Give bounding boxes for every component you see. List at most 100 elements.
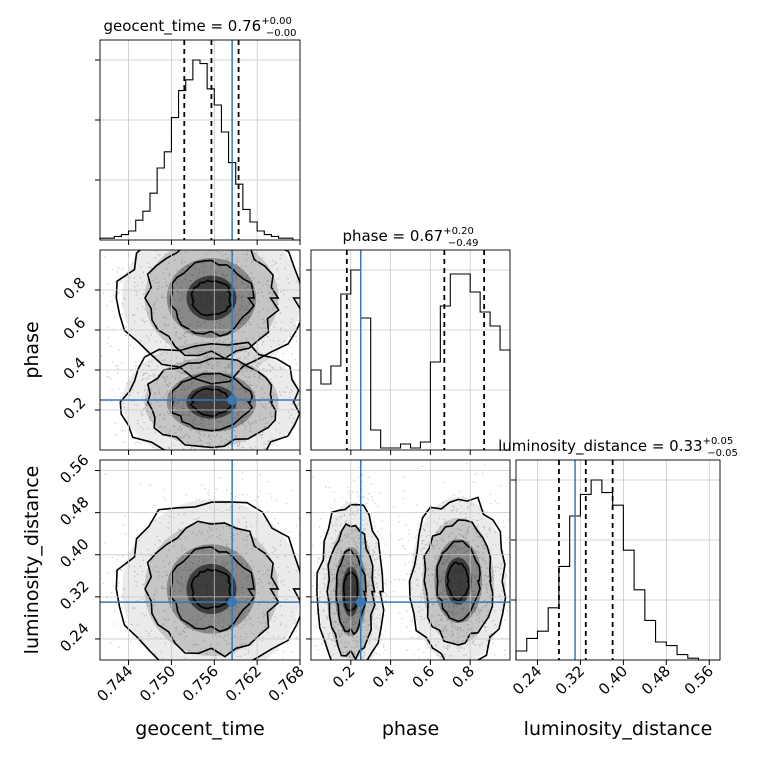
hist-phase-bar-17 xyxy=(480,312,490,450)
scatter-geocent_time-phase-density-group xyxy=(100,250,300,450)
hist-geocent_time-bar-14 xyxy=(200,64,207,240)
hist-luminosity_distance-bar-0 xyxy=(516,651,527,660)
axis-luminosity_distance-xticklabel-4: 0.56 xyxy=(681,662,717,698)
hist-geocent_time-bar-6 xyxy=(143,211,150,240)
hist-luminosity_distance-bar-3 xyxy=(548,608,559,660)
axis-luminosity_distance-y-yticklabel-4: 0.56 xyxy=(56,451,92,487)
hist-geocent_time-bar-21 xyxy=(250,222,257,240)
xlabel-luminosity_distance: luminosity_distance xyxy=(524,718,713,740)
axis-geocent_time-xticklabel-3: 0.762 xyxy=(222,662,265,705)
ylabel-phase: phase xyxy=(21,321,43,378)
axis-phase-y-yticklabel-2: 0.6 xyxy=(60,314,90,344)
scatter-phase-luminosity_distance-blob-0 xyxy=(311,467,408,660)
density-layer xyxy=(100,250,510,660)
scatter-phase-luminosity_distance-blob0-contour-3 xyxy=(342,570,359,613)
scatter-geocent_time-phase-blob1-contour-0 xyxy=(119,341,300,450)
axis-luminosity_distance-y-yticklabel-2: 0.40 xyxy=(56,535,92,571)
hist-geocent_time-frame xyxy=(99,39,301,241)
hist-geocent_time-bar-10 xyxy=(171,118,178,240)
axis-luminosity_distance-xticklabel-2: 0.40 xyxy=(595,662,631,698)
hist-phase-bar-9 xyxy=(401,444,411,450)
scatter-phase-luminosity_distance-blob0-contour-2 xyxy=(335,548,367,636)
scatter-geocent_time-phase-blob0-contour-1 xyxy=(144,250,280,360)
hist-phase-bar-14 xyxy=(450,274,460,450)
hist-luminosity_distance-bar-2 xyxy=(537,631,548,660)
scatter-geocent_time-phase-blob0-contour-3 xyxy=(190,279,232,317)
hist-luminosity_distance-bar-9 xyxy=(613,505,624,660)
hist-phase-bar-12 xyxy=(430,362,440,450)
plot-layer: geocent_time = 0.76+0.00 −0.00 phase = 0.6… xyxy=(21,16,738,740)
hist-phase-title: phase = 0.67+0.20 −0.49 xyxy=(342,226,478,249)
hist-geocent_time-bar-20 xyxy=(243,209,250,240)
hist-luminosity_distance-bar-4 xyxy=(559,566,570,660)
scatter-geocent_time-phase-blob1-density-3 xyxy=(186,385,237,419)
hist-geocent_time-bar-12 xyxy=(186,80,193,240)
hist-phase-steps xyxy=(310,269,511,450)
hist-geocent_time-bar-22 xyxy=(257,231,264,240)
hist-geocent_time-bar-23 xyxy=(264,235,271,240)
hist-geocent_time-bar-16 xyxy=(214,105,221,240)
hist-phase-bar-3 xyxy=(341,294,351,450)
scatter-phase-luminosity_distance-blob1-contour-3 xyxy=(446,561,470,602)
hist-geocent_time-bar-5 xyxy=(136,220,143,240)
scatter-phase-luminosity_distance-blob-1 xyxy=(361,460,510,660)
hist-luminosity_distance-bar-14 xyxy=(666,646,677,660)
hist-geocent_time-bar-8 xyxy=(157,168,164,240)
scatter-geocent_time-luminosity_distance-blob0-contour-1 xyxy=(144,520,280,658)
hist-phase-bar-1 xyxy=(321,384,331,450)
scatter-geocent_time-phase-blob-1 xyxy=(100,297,300,450)
axis-phase-xticklabel-1: 0.4 xyxy=(369,662,399,692)
hist-luminosity_distance-bar-1 xyxy=(527,638,538,660)
axis-phase-y-yticklabel-0: 0.2 xyxy=(60,394,90,424)
axis-phase-xticklabel-3: 0.8 xyxy=(448,662,478,692)
scatter-phase-luminosity_distance-blob1-contour-1 xyxy=(423,519,494,646)
hist-geocent_time-bar-9 xyxy=(164,152,171,240)
hist-luminosity_distance-bar-12 xyxy=(645,620,656,660)
axis-luminosity_distance-y-yticklabel-3: 0.48 xyxy=(56,493,92,529)
scatter-geocent_time-luminosity_distance-blob0-contour-0 xyxy=(115,501,300,660)
scatter-geocent_time-phase-blob0-density-3 xyxy=(186,275,237,321)
hist-luminosity_distance-bar-13 xyxy=(656,642,667,660)
axis-phase-y-yticklabel-1: 0.4 xyxy=(60,354,90,384)
axis-luminosity_distance-y-yticklabel-1: 0.32 xyxy=(56,577,92,613)
hist-geocent_time-bar-17 xyxy=(221,132,228,240)
xlabel-geocent_time: geocent_time xyxy=(135,718,264,740)
hist-phase-bar-16 xyxy=(470,292,480,450)
scatter-geocent_time-luminosity_distance-blob0-contour-3 xyxy=(190,568,232,610)
hist-phase-bar-6 xyxy=(371,430,381,450)
axis-phase-xticklabel-2: 0.6 xyxy=(409,662,439,692)
scatter-phase-luminosity_distance-blob1-contour-2 xyxy=(436,540,481,623)
ylabel-luminosity_distance: luminosity_distance xyxy=(21,466,43,655)
hist-geocent_time-bar-13 xyxy=(193,60,200,240)
scatter-geocent_time-phase-truth-point xyxy=(227,395,238,405)
scatter-geocent_time-phase-frame xyxy=(99,249,301,451)
hist-geocent_time-bar-15 xyxy=(207,89,214,240)
scatter-geocent_time-luminosity_distance-blob-0 xyxy=(102,464,300,660)
hist-geocent_time-steps xyxy=(99,59,300,241)
hist-geocent_time-bar-7 xyxy=(150,193,157,240)
hist-phase-bar-15 xyxy=(460,274,470,450)
hist-phase-bar-19 xyxy=(500,350,510,450)
hist-luminosity_distance-bar-7 xyxy=(591,480,602,660)
axis-phase-y-yticklabel-3: 0.8 xyxy=(60,274,90,304)
scatter-geocent_time-luminosity_distance-density-group xyxy=(102,464,300,660)
hist-luminosity_distance-frame xyxy=(515,459,721,661)
axis-geocent_time-xticklabel-1: 0.750 xyxy=(136,662,179,705)
scatter-phase-luminosity_distance-truth-point xyxy=(355,597,366,608)
hist-geocent_time-bar-4 xyxy=(129,231,136,240)
scatter-geocent_time-luminosity_distance-truth-point xyxy=(227,597,238,608)
hist-geocent_time-bar-3 xyxy=(121,235,128,240)
hist-phase-frame xyxy=(310,249,511,451)
hist-luminosity_distance-bar-10 xyxy=(623,550,634,660)
hist-phase-bar-13 xyxy=(440,306,450,450)
xlabel-phase: phase xyxy=(382,718,439,740)
scatter-geocent_time-phase-blob1-contour-1 xyxy=(146,357,277,449)
hist-geocent_time-title: geocent_time = 0.76+0.00 −0.00 xyxy=(104,16,297,39)
scatter-phase-luminosity_distance-blob0-contour-1 xyxy=(326,522,376,660)
hist-phase-bar-4 xyxy=(351,270,361,450)
axis-luminosity_distance-xticklabel-3: 0.48 xyxy=(638,662,674,698)
hist-luminosity_distance-bar-15 xyxy=(677,655,688,660)
axis-phase-xticklabel-0: 0.2 xyxy=(329,662,359,692)
hist-luminosity_distance-title: luminosity_distance = 0.33+0.05 −0.05 xyxy=(498,436,738,459)
